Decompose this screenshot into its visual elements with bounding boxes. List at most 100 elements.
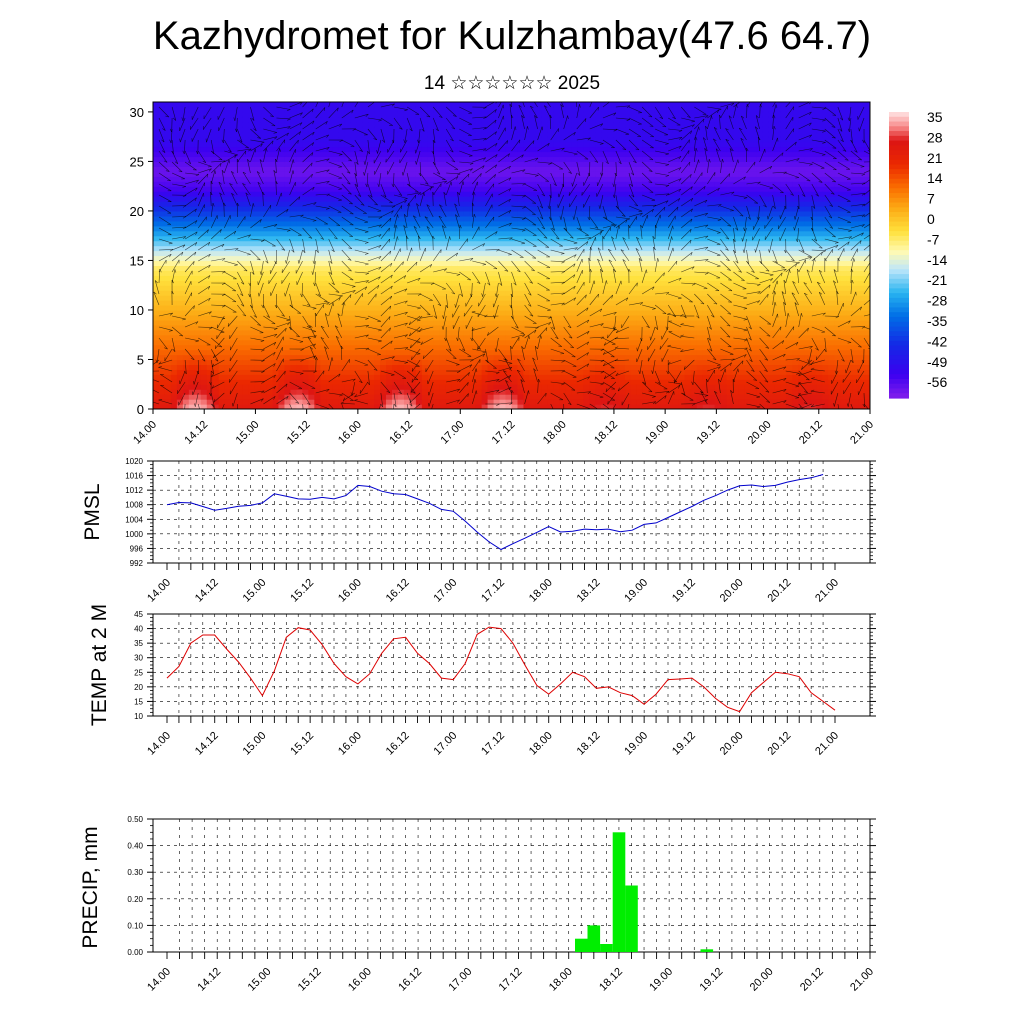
x-tick-label: 15.00 <box>241 730 269 758</box>
x-tick-label: 18.12 <box>575 730 603 758</box>
y-tick-label: 5 <box>137 352 144 367</box>
x-tick-label: 14.00 <box>145 966 173 994</box>
pmsl-panel: 992 996 1000 1004 1008 1012 1016 1020 14.00 14.12… <box>81 457 876 605</box>
x-tick-label: 16.00 <box>336 419 364 447</box>
x-tick-label: 14.12 <box>182 419 210 447</box>
x-tick-label: 16.12 <box>396 966 424 994</box>
y-tick-label: 1020 <box>125 457 143 466</box>
y-tick-label: 0 <box>137 402 144 417</box>
colorbar-label: 7 <box>927 191 935 207</box>
y-tick-label: 15 <box>134 697 143 706</box>
x-tick-label: 15.00 <box>246 966 274 994</box>
colorbar-label: -14 <box>927 252 947 268</box>
temperature-panel: 10 15 20 25 30 35 40 45 14.00 14.12 15.00 15.12 16.0… <box>88 604 876 758</box>
colorbar-label: 28 <box>927 129 943 145</box>
x-tick-label: 16.00 <box>336 730 364 758</box>
precip-bar <box>575 938 588 952</box>
y-tick-label: 20 <box>134 683 143 692</box>
x-tick-label: 21.00 <box>813 577 841 605</box>
wind-vector-field <box>153 102 870 409</box>
x-tick-label: 17.12 <box>479 577 507 605</box>
y-tick-label: 10 <box>134 712 143 721</box>
x-tick-label: 17.00 <box>438 419 466 447</box>
x-tick-label: 20.12 <box>798 966 826 994</box>
x-tick-label: 20.00 <box>746 419 774 447</box>
y-tick-label: 40 <box>134 625 143 634</box>
y-tick-label: 1000 <box>125 530 143 539</box>
y-tick-label: 25 <box>130 154 144 169</box>
y-tick-label: 0.10 <box>127 921 143 930</box>
x-tick-label: 20.00 <box>718 730 746 758</box>
x-tick-label: 15.12 <box>296 966 324 994</box>
y-tick-label: 0.50 <box>127 815 143 824</box>
colorbar-label: -49 <box>927 354 947 370</box>
colorbar-label: -56 <box>927 374 947 390</box>
x-tick-label: 19.12 <box>698 966 726 994</box>
x-tick-label: 20.00 <box>748 966 776 994</box>
x-tick-label: 15.00 <box>234 419 262 447</box>
x-tick-label: 19.00 <box>643 419 671 447</box>
y-tick-label: 10 <box>130 303 144 318</box>
y-tick-label: 0.00 <box>127 948 143 957</box>
x-tick-label: 14.12 <box>193 577 221 605</box>
y-tick-label: 0.20 <box>127 895 143 904</box>
x-tick-label: 19.00 <box>622 577 650 605</box>
x-tick-label: 14.12 <box>195 966 223 994</box>
x-tick-label: 16.12 <box>387 419 415 447</box>
y-axis-label: TEMP at 2 M <box>88 604 111 726</box>
x-tick-label: 20.00 <box>718 577 746 605</box>
x-tick-label: 19.12 <box>670 730 698 758</box>
colorbar-label: -28 <box>927 293 947 309</box>
precip-bar <box>700 949 714 952</box>
x-tick-label: 15.12 <box>288 730 316 758</box>
x-tick-label: 14.00 <box>131 419 159 447</box>
x-tick-label: 17.12 <box>497 966 525 994</box>
x-tick-label: 14.00 <box>145 577 173 605</box>
x-tick-label: 14.00 <box>145 730 173 758</box>
y-axis-label: PMSL <box>81 483 104 540</box>
colorbar-label: 21 <box>927 150 943 166</box>
y-tick-label: 0.30 <box>127 868 143 877</box>
y-tick-label: 1008 <box>125 501 143 510</box>
colorbar-label: -35 <box>927 313 947 329</box>
y-tick-label: 30 <box>134 654 143 663</box>
precip-panel: 0.00 0.10 0.20 0.30 0.40 0.50 14.00 14.12 15.00 1… <box>79 815 876 994</box>
x-tick-label: 17.00 <box>431 730 459 758</box>
y-axis-label: PRECIP, mm <box>79 826 102 948</box>
x-tick-label: 20.12 <box>797 419 825 447</box>
precip-bar <box>612 832 626 952</box>
precip-bar <box>600 944 613 952</box>
chart-subtitle: 14 ☆☆☆☆☆☆ 2025 <box>423 73 601 94</box>
pmsl-line <box>166 474 824 551</box>
y-tick-label: 20 <box>130 204 144 219</box>
cross-section-panel: 0 5 10 15 20 25 30 14.00 14.12 15.00 15.12 16.00 16… <box>130 101 947 447</box>
colorbar-label: -42 <box>927 333 947 349</box>
x-tick-label: 14.12 <box>193 730 221 758</box>
colorbar-label: -21 <box>927 272 947 288</box>
x-tick-label: 15.12 <box>285 419 313 447</box>
y-tick-label: 1004 <box>125 515 143 524</box>
x-tick-label: 21.00 <box>848 419 876 447</box>
cross-section-y-axis: 0 5 10 15 20 25 30 <box>130 105 153 417</box>
panel-frame <box>152 818 871 953</box>
colorbar-label: 14 <box>927 170 943 186</box>
colorbar-label: 0 <box>927 211 935 227</box>
y-tick-label: 1016 <box>125 472 143 481</box>
x-tick-label: 19.00 <box>622 730 650 758</box>
panel-frame <box>152 613 871 717</box>
colorbar-label: -7 <box>927 231 940 247</box>
y-tick-label: 1012 <box>125 486 143 495</box>
x-tick-label: 16.00 <box>346 966 374 994</box>
colorbar: 35 28 21 14 7 0 -7 -14 -21 -28 -35 -42 -49 -56 <box>889 109 947 399</box>
x-tick-label: 20.12 <box>765 577 793 605</box>
x-tick-label: 17.12 <box>490 419 518 447</box>
x-tick-label: 18.12 <box>597 966 625 994</box>
x-tick-label: 17.00 <box>431 577 459 605</box>
x-tick-label: 18.00 <box>527 577 555 605</box>
cross-section-x-axis: 14.00 14.12 15.00 15.12 16.00 16.12 17.00 17.12… <box>131 409 876 447</box>
x-tick-label: 15.00 <box>241 577 269 605</box>
y-tick-label: 996 <box>130 544 144 553</box>
x-tick-label: 16.12 <box>384 730 412 758</box>
y-tick-label: 30 <box>130 105 144 120</box>
